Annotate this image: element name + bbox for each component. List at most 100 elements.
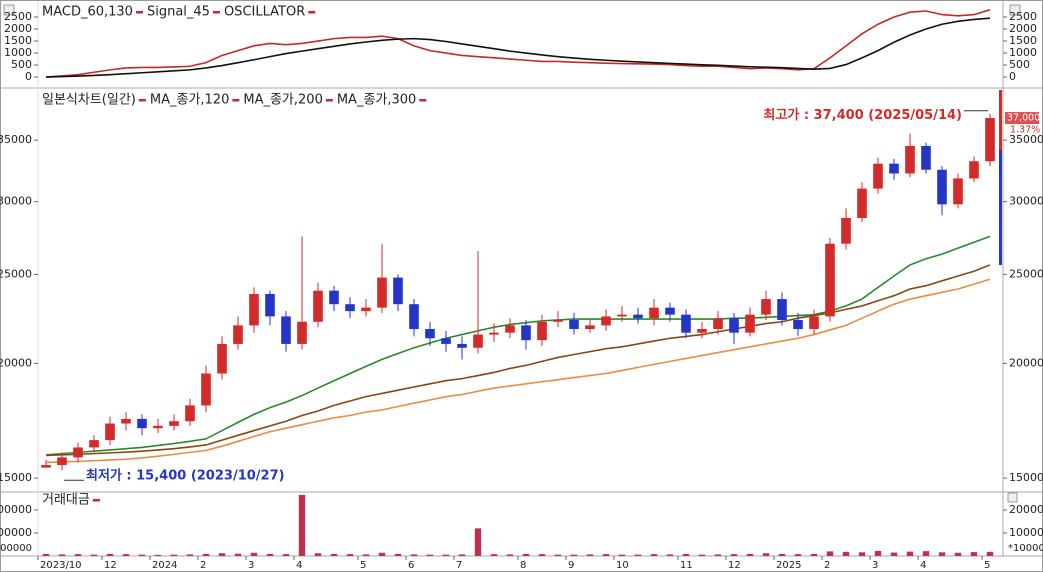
volume-bar	[762, 553, 770, 556]
volume-bar	[202, 553, 210, 556]
y-tick-label: 35000	[0, 133, 32, 146]
candle-body	[809, 316, 819, 330]
candle-body	[265, 294, 275, 317]
volume-bar	[234, 553, 242, 556]
y-tick-label: 1500	[4, 34, 32, 47]
legend-swatch	[212, 11, 220, 14]
high-annotation: 최고가 : 37,400 (2025/05/14)	[763, 108, 962, 123]
volume-bar	[666, 554, 674, 556]
volume-bar	[682, 553, 690, 556]
candle-body	[361, 307, 371, 312]
y-tick-label: 0	[1009, 70, 1016, 83]
panel-button[interactable]	[3, 4, 15, 16]
candle-body	[921, 145, 931, 170]
x-tick-label: 5	[984, 560, 990, 571]
candle-body	[761, 299, 771, 315]
volume-bar	[602, 554, 610, 556]
candle-body	[665, 307, 675, 315]
candle-body	[889, 163, 899, 174]
candle-body	[425, 329, 435, 339]
x-tick-label: 3	[872, 560, 878, 571]
volume-bar	[474, 528, 482, 556]
y-tick-label: 20000	[1009, 356, 1043, 369]
legend-label: 거래대금	[42, 493, 90, 508]
volume-bar	[250, 552, 258, 556]
y-tick-label: 35000	[1009, 133, 1043, 146]
candle-body	[905, 145, 915, 174]
volume-bar	[42, 553, 50, 556]
y-tick-label: 15000	[1009, 471, 1043, 484]
volume-bar	[554, 554, 562, 556]
candle-body	[697, 329, 707, 333]
x-tick-label: 2	[824, 560, 830, 571]
volume-bar	[490, 554, 498, 556]
x-tick-label: 4	[920, 560, 926, 571]
volume-bar	[730, 554, 738, 556]
legend-label: OSCILLATOR	[224, 5, 305, 20]
candle-body	[57, 457, 67, 466]
volume-bar	[970, 552, 978, 556]
volume-bar	[346, 554, 354, 556]
x-tick-label: 2024	[152, 560, 177, 571]
candle-body	[329, 290, 339, 305]
series-line	[45, 278, 991, 464]
volume-bar	[58, 554, 66, 556]
y-tick-label: 2500	[1009, 10, 1037, 23]
volume-bar	[74, 554, 82, 556]
volume-bar	[826, 551, 834, 556]
candle-body	[441, 338, 451, 344]
candle-body	[633, 314, 643, 319]
volume-bar	[394, 553, 402, 556]
volume-bar	[618, 554, 626, 556]
y-tick-label: 500	[1009, 58, 1030, 71]
candle-body	[473, 334, 483, 348]
candle-body	[569, 319, 579, 330]
series-line	[45, 9, 991, 78]
y-tick-label: 20000	[0, 356, 32, 369]
volume-bar	[842, 551, 850, 556]
candle-body	[937, 169, 947, 205]
candle-body	[153, 425, 163, 429]
x-tick-label: 12	[728, 560, 741, 571]
series-line	[45, 17, 991, 78]
volume-bar	[858, 552, 866, 556]
candle-body	[553, 319, 563, 322]
candle-body	[649, 307, 659, 319]
y-tick-label: 500	[11, 58, 32, 71]
candle-body	[233, 325, 243, 344]
volume-bar	[314, 553, 322, 556]
low-annotation: 최저가 : 15,400 (2023/10/27)	[86, 469, 285, 484]
legend-label: MA_종가,120	[150, 93, 229, 108]
volume-bar	[714, 554, 722, 556]
candle-body	[281, 316, 291, 344]
candle-body	[713, 318, 723, 330]
panel-button[interactable]	[1009, 4, 1021, 16]
legend-label: 일본식차트(일간)	[42, 93, 136, 108]
volume-bar	[282, 554, 290, 556]
x-tick-label: 2025	[776, 560, 801, 571]
x-tick-label: 7	[456, 560, 462, 571]
candle-body	[793, 319, 803, 330]
range-indicator	[999, 150, 1002, 265]
volume-bar	[954, 552, 962, 556]
candle-body	[89, 440, 99, 448]
y-tick-label: 30000	[0, 195, 32, 208]
volume-bar	[186, 554, 194, 556]
y-tick-label: 0	[25, 70, 32, 83]
legend-swatch	[92, 499, 100, 502]
panel-button[interactable]	[1007, 492, 1018, 503]
y-tick-label: 25000	[0, 267, 32, 280]
candle-body	[249, 294, 259, 326]
volume-bar	[378, 552, 386, 556]
x-tick-label: 5	[360, 560, 366, 571]
y-tick-label: 1000	[4, 46, 32, 59]
candle-body	[857, 188, 867, 218]
candle-body	[377, 277, 387, 308]
volume-bar	[362, 554, 370, 556]
range-indicator	[999, 90, 1002, 150]
y-tick-label: 2000	[4, 22, 32, 35]
candle-body	[585, 325, 595, 330]
